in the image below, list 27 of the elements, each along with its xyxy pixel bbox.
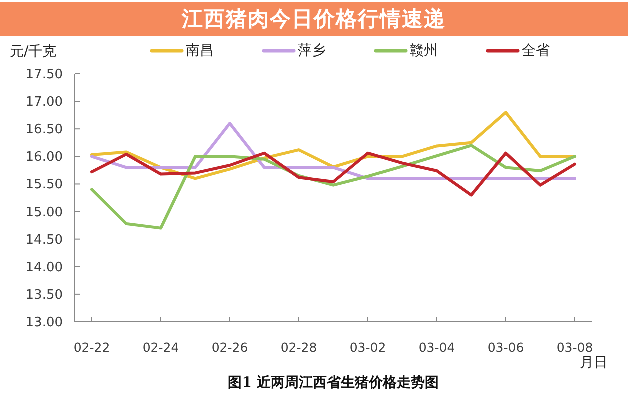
y-tick-label: 17.00 (26, 95, 63, 110)
x-tick-label: 02-26 (212, 340, 248, 355)
y-tick-label: 16.00 (26, 150, 63, 166)
y-tick-label: 14.00 (26, 260, 63, 276)
y-tick-label: 17.50 (26, 68, 63, 82)
x-tick-label: 03-02 (350, 340, 386, 355)
y-tick-label: 15.50 (26, 178, 63, 193)
x-tick-label: 03-08 (556, 340, 594, 355)
legend-label: 萍乡 (298, 42, 326, 60)
y-tick-label: 16.50 (26, 122, 63, 138)
y-tick-label: 14.50 (26, 232, 63, 248)
legend-label: 全省 (522, 42, 550, 60)
line-series (90, 152, 576, 197)
x-tick-label: 03-04 (418, 340, 456, 355)
caption: 图1 近两周江西省生猪价格走势图 (228, 375, 439, 391)
y-tick-label: 13.00 (26, 316, 63, 330)
legend-label: 南昌 (186, 42, 214, 60)
chart-title: 江西猪肉今日价格行情速递 (182, 6, 446, 33)
y-tick-label: 15.00 (26, 205, 63, 220)
x-tick-label: 02-28 (280, 340, 318, 355)
x-tick-label: 02-24 (142, 340, 180, 355)
x-tick-label: 03-06 (488, 340, 524, 355)
x-tick-label: 02-22 (74, 340, 110, 355)
legend-label: 赣州 (410, 42, 438, 60)
y-tick-label: 13.50 (26, 288, 63, 303)
x-axis-title: 月日 (580, 355, 608, 371)
y-axis-title: 元/千克 (10, 44, 57, 60)
